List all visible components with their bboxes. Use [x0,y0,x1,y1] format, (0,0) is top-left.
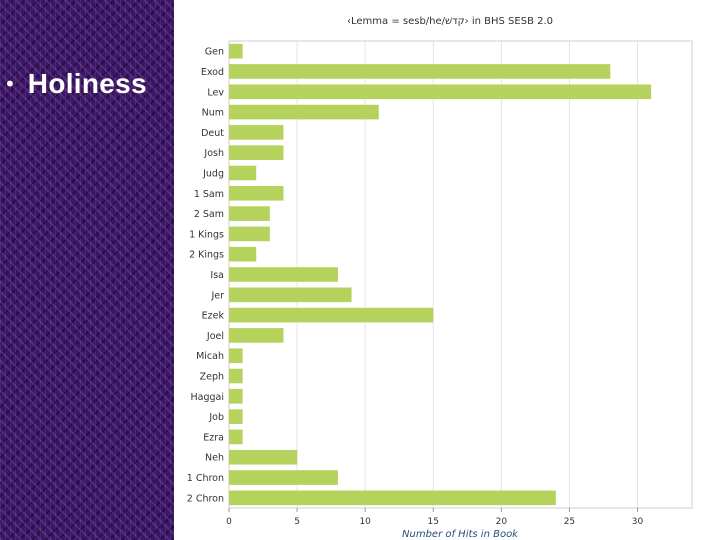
bar-josh [229,145,284,160]
category-label: Lev [207,87,224,98]
category-label: 2 Sam [194,209,224,220]
bar-haggai [229,389,243,404]
bar-ezra [229,429,243,445]
bar-jer [229,287,352,303]
category-label: 2 Chron [187,493,224,504]
category-label: Gen [205,47,224,58]
category-label: 1 Kings [189,229,224,240]
category-label: Ezek [202,311,225,322]
bar-isa [229,267,338,282]
x-tick-label: 25 [564,517,575,527]
category-label: Josh [203,148,224,159]
category-label: 1 Chron [187,473,224,484]
category-label: Neh [205,453,224,464]
bullet-item: • Holiness [4,68,147,100]
bar-2-chron [229,490,556,506]
category-label: Judg [202,168,224,179]
bar-micah [229,348,243,364]
bullet-point-icon: • [4,72,16,96]
bar-neh [229,449,298,465]
category-label: Deut [201,128,224,139]
bar-deut [229,125,284,140]
category-label: Job [208,412,224,423]
y-axis-labels: Gen Exod Lev Num Deut Josh Judg 1 Sam 2 Sam 1 Kin… [187,47,225,505]
slide-background-panel: • Holiness [0,0,174,540]
x-tick-label: 0 [226,517,232,527]
bar-job [229,409,243,424]
category-label: Isa [210,270,224,281]
bar-exod [229,64,611,79]
bar-2-kings [229,246,257,262]
x-tick-label: 20 [496,517,508,527]
bar-1-chron [229,470,338,485]
bar-joel [229,328,284,343]
chart-title: ‹Lemma = sesb/he/קדשׁ› in BHS SESB 2.0 [347,16,553,27]
category-label: Jer [210,290,224,301]
category-label: Micah [196,351,224,362]
category-label: Num [202,108,224,119]
bar-gen [229,43,243,59]
category-label: 2 Kings [189,250,224,261]
bar-judg [229,165,257,181]
bar-chart: ‹Lemma = sesb/he/קדשׁ› in BHS SESB 2.0 G… [187,16,693,540]
x-axis-label: Number of Hits in Book [402,529,519,540]
bar-zeph [229,368,243,384]
bar-lev [229,84,652,100]
x-tick-label: 10 [359,517,371,527]
bullet-label: Holiness [27,68,147,99]
bar-2-sam [229,206,270,221]
x-tick-label: 5 [294,517,300,527]
category-label: Zeph [200,372,224,383]
bar-1-kings [229,226,270,242]
category-label: Joel [206,331,224,342]
category-label: Haggai [191,392,225,403]
category-label: Ezra [203,432,224,443]
bar-num [229,104,379,120]
category-label: 1 Sam [194,189,224,200]
category-label: Exod [201,67,224,78]
x-tick-label: 15 [428,517,439,527]
bar-ezek [229,307,434,323]
bar-1-sam [229,185,284,201]
x-axis-ticks: 0 5 10 15 20 25 30 [226,508,644,527]
chart-bars [229,43,652,506]
x-tick-label: 30 [632,517,644,527]
